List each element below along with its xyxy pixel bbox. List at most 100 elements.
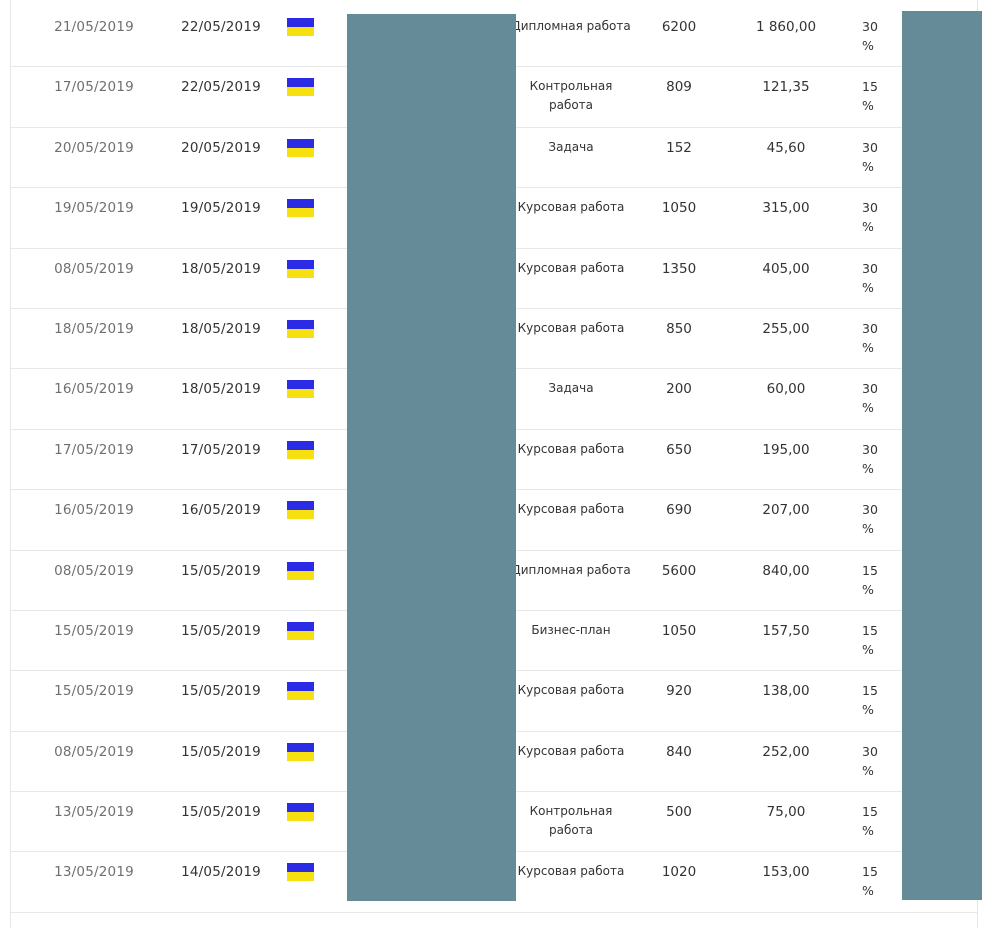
- order-amount: 200: [666, 381, 692, 398]
- work-type: Курсовая работа: [517, 864, 625, 879]
- work-type: Курсовая работа: [517, 200, 625, 215]
- order-amount: 809: [666, 79, 692, 96]
- orders-table: 21/05/2019 22/05/2019 Дипломная работа 6200…: [10, 0, 982, 928]
- order-fee: 405,00: [762, 260, 810, 277]
- ukraine-flag-icon: [287, 18, 314, 36]
- ukraine-flag-icon: [287, 682, 314, 701]
- due-date: 14/05/2019: [181, 864, 261, 881]
- due-date: 15/05/2019: [181, 804, 261, 821]
- percent-sign: %: [862, 702, 874, 718]
- percent-sign: %: [862, 641, 874, 657]
- created-date: 19/05/2019: [54, 200, 134, 217]
- work-type: Задача: [548, 381, 594, 396]
- order-amount: 152: [666, 139, 692, 156]
- created-date: 18/05/2019: [54, 320, 134, 337]
- ukraine-flag-icon: [287, 742, 314, 761]
- redacted-column-right: [902, 11, 982, 900]
- order-amount: 850: [666, 320, 692, 337]
- percent-sign: %: [862, 38, 874, 53]
- percent-value: 30: [862, 200, 878, 216]
- percent-value: 30: [862, 381, 878, 397]
- work-type: Курсовая работа: [517, 320, 625, 335]
- ukraine-flag-icon: [287, 138, 314, 157]
- percent-sign: %: [862, 279, 874, 295]
- ukraine-flag-icon: [287, 199, 314, 218]
- percent-value: 30: [862, 260, 878, 276]
- percent-sign: %: [862, 460, 874, 476]
- created-date: 16/05/2019: [54, 381, 134, 398]
- order-amount: 650: [666, 441, 692, 458]
- percent-value: 30: [862, 441, 878, 457]
- order-fee: 157,50: [762, 622, 810, 639]
- work-type: Курсовая работа: [517, 441, 625, 456]
- work-type: Курсовая работа: [517, 743, 625, 758]
- percent-rate: 15%: [862, 621, 882, 659]
- order-amount: 1050: [661, 200, 697, 217]
- percent-rate: 15%: [862, 681, 882, 719]
- created-date: 15/05/2019: [54, 683, 134, 700]
- percent-rate: 30%: [862, 138, 882, 176]
- percent-rate: 15%: [862, 802, 882, 840]
- work-type: Курсовая работа: [517, 502, 625, 517]
- percent-sign: %: [862, 883, 874, 899]
- table-row: 13/05/2019 14/05/2019 Курсовая работа 1020 1…: [11, 852, 977, 913]
- order-amount: 920: [666, 683, 692, 700]
- created-date: 13/05/2019: [54, 864, 134, 881]
- order-fee: 45,60: [766, 139, 806, 156]
- order-amount: 1350: [661, 260, 697, 277]
- percent-sign: %: [862, 219, 874, 235]
- order-amount: 5600: [661, 562, 697, 579]
- ukraine-flag-icon: [287, 561, 314, 580]
- due-date: 22/05/2019: [181, 19, 261, 35]
- ukraine-flag-icon: [287, 78, 314, 97]
- order-amount: 1020: [661, 864, 697, 881]
- percent-rate: 15%: [862, 561, 882, 599]
- order-amount: 690: [666, 502, 692, 519]
- percent-value: 30: [862, 139, 878, 155]
- ukraine-flag-icon: [287, 440, 314, 459]
- ukraine-flag-icon: [287, 259, 314, 278]
- percent-sign: %: [862, 762, 874, 778]
- percent-value: 30: [862, 743, 878, 759]
- due-date: 18/05/2019: [181, 381, 261, 398]
- ukraine-flag-icon: [287, 501, 314, 520]
- order-fee: 75,00: [766, 804, 806, 821]
- created-date: 20/05/2019: [54, 139, 134, 156]
- order-fee: 121,35: [762, 79, 810, 96]
- percent-rate: 30%: [862, 259, 882, 297]
- order-fee: 255,00: [762, 320, 810, 337]
- percent-rate: 15%: [862, 77, 882, 115]
- created-date: 15/05/2019: [54, 622, 134, 639]
- percent-value: 15: [862, 562, 878, 578]
- percent-sign: %: [862, 400, 874, 416]
- percent-value: 30: [862, 19, 878, 34]
- created-date: 08/05/2019: [54, 743, 134, 760]
- percent-value: 30: [862, 502, 878, 518]
- due-date: 22/05/2019: [181, 79, 261, 96]
- percent-value: 30: [862, 320, 878, 336]
- order-fee: 138,00: [762, 683, 810, 700]
- percent-sign: %: [862, 823, 874, 839]
- work-type: Задача: [548, 139, 594, 154]
- percent-sign: %: [862, 339, 874, 355]
- due-date: 18/05/2019: [181, 260, 261, 277]
- due-date: 15/05/2019: [181, 683, 261, 700]
- created-date: 13/05/2019: [54, 804, 134, 821]
- created-date: 08/05/2019: [54, 562, 134, 579]
- due-date: 17/05/2019: [181, 441, 261, 458]
- percent-rate: 30%: [862, 500, 882, 538]
- percent-value: 15: [862, 79, 878, 95]
- table-row: 16/05/2019 16/05/2019 Курсовая работа 690 20…: [11, 490, 977, 551]
- percent-rate: 30%: [862, 17, 882, 55]
- percent-rate: 15%: [862, 862, 882, 900]
- created-date: 21/05/2019: [54, 19, 134, 35]
- order-fee: 1 860,00: [755, 19, 817, 35]
- created-date: 17/05/2019: [54, 441, 134, 458]
- work-type: Дипломная работа: [511, 19, 631, 33]
- ukraine-flag-icon: [287, 319, 314, 338]
- order-fee: 840,00: [762, 562, 810, 579]
- order-fee: 60,00: [766, 381, 806, 398]
- due-date: 18/05/2019: [181, 320, 261, 337]
- order-amount: 500: [666, 804, 692, 821]
- order-fee: 252,00: [762, 743, 810, 760]
